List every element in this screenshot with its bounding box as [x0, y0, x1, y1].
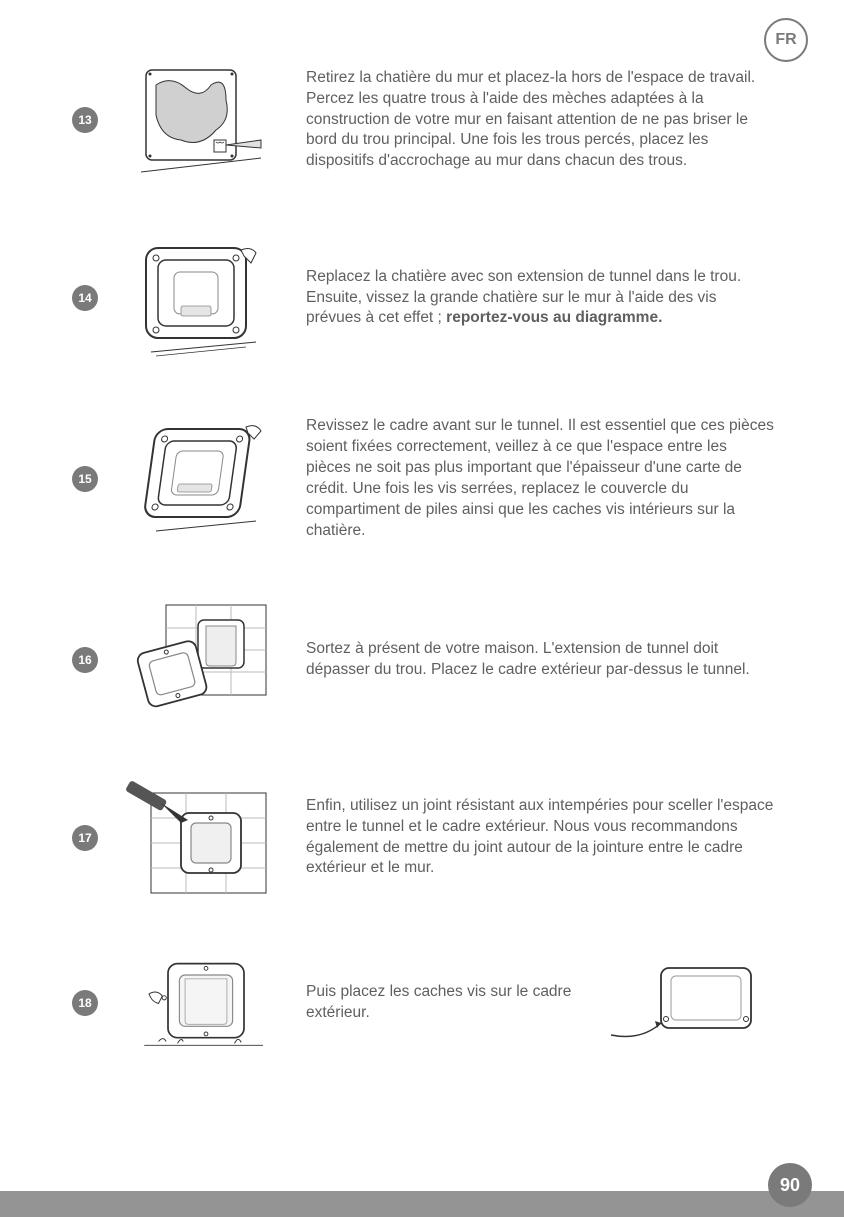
step-13: 13 Retirez la chatière du mur et placez-…	[72, 60, 774, 180]
step-18-body: Puis placez les caches vis sur le cadre …	[306, 983, 571, 1021]
step-17-diagram	[126, 778, 276, 898]
step-15-body: Revissez le cadre avant sur le tunnel. I…	[306, 417, 774, 539]
step-number-badge: 17	[72, 825, 98, 851]
step-number-badge: 15	[72, 466, 98, 492]
language-label: FR	[775, 31, 796, 49]
language-badge: FR	[764, 18, 808, 62]
step-number-badge: 14	[72, 285, 98, 311]
step-13-text: Retirez la chatière du mur et placez-la …	[306, 68, 774, 173]
step-16: 16	[72, 600, 774, 720]
step-number: 13	[78, 113, 91, 127]
step-15-text: Revissez le cadre avant sur le tunnel. I…	[306, 416, 774, 542]
step-15: 15 Revissez le cadre avant sur le tu	[72, 416, 774, 542]
step-number-badge: 13	[72, 107, 98, 133]
step-number: 17	[78, 831, 91, 845]
step-18: 18 Puis placez les caches vis sur le cad…	[72, 956, 774, 1051]
step-18-diagram	[126, 956, 276, 1051]
step-17-text: Enfin, utilisez un joint résistant aux i…	[306, 796, 774, 880]
step-18-text: Puis placez les caches vis sur le cadre …	[306, 982, 586, 1024]
step-16-body: Sortez à présent de votre maison. L'exte…	[306, 640, 750, 678]
footer-bar	[0, 1191, 844, 1217]
step-17: 17 Enfin, utilisez un joint résistant au…	[72, 778, 774, 898]
step-13-diagram	[126, 60, 276, 180]
step-14-diagram	[126, 238, 276, 358]
step-14-text: Replacez la chatière avec son extension …	[306, 267, 774, 330]
step-number: 15	[78, 472, 91, 486]
page-number: 90	[780, 1175, 800, 1196]
step-13-body: Retirez la chatière du mur et placez-la …	[306, 69, 755, 170]
step-16-diagram	[126, 600, 276, 720]
page-number-badge: 90	[768, 1163, 812, 1207]
step-number: 18	[78, 996, 91, 1010]
step-number: 14	[78, 291, 91, 305]
step-number-badge: 16	[72, 647, 98, 673]
step-17-body: Enfin, utilisez un joint résistant aux i…	[306, 797, 773, 877]
step-16-text: Sortez à présent de votre maison. L'exte…	[306, 639, 774, 681]
step-14: 14 Replacez la chatière avec son extensi…	[72, 238, 774, 358]
steps-container: 13 Retirez la chatière du mur et placez-…	[72, 60, 774, 1051]
step-number-badge: 18	[72, 990, 98, 1016]
step-14-bold: reportez-vous au diagramme.	[446, 309, 662, 326]
step-number: 16	[78, 653, 91, 667]
step-15-diagram	[126, 419, 276, 539]
step-18-detail-diagram	[606, 963, 756, 1043]
